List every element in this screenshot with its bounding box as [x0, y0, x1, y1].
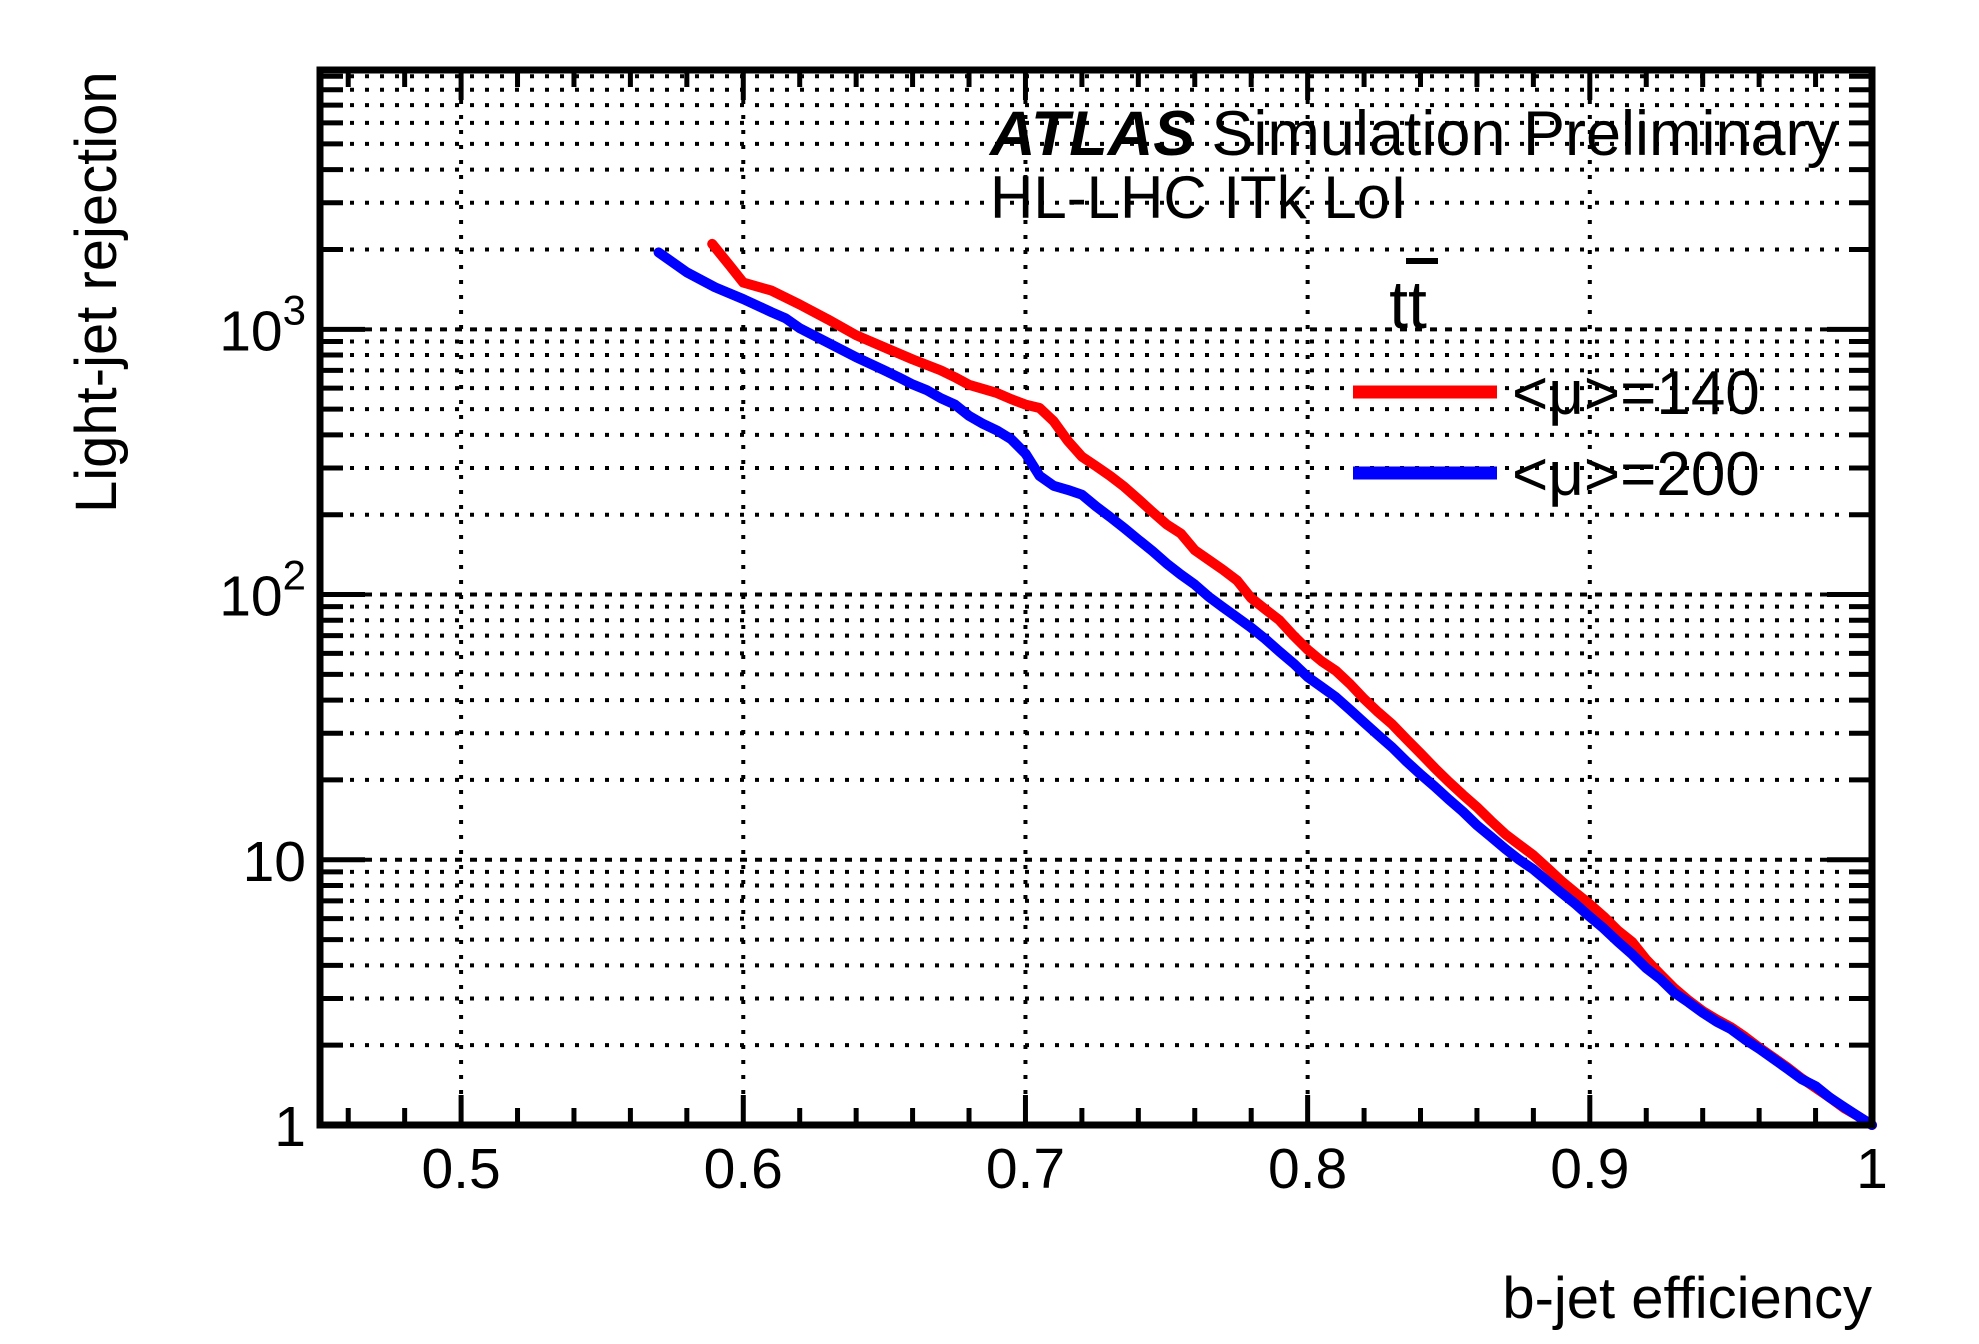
ticks-layer — [320, 70, 1875, 1125]
y-tick-label-1000: 103 — [219, 286, 306, 363]
y-tick-label-100: 102 — [219, 552, 306, 629]
legend-header-ttbar: tt — [1389, 267, 1427, 343]
curves-layer — [653, 238, 1877, 1130]
tick-labels-layer: 0.5 0.6 0.7 0.8 0.9 1 1 10 102 103 — [219, 286, 1888, 1201]
y-axis-title: Light-jet rejection — [64, 71, 129, 513]
simulation-preliminary-text: Simulation Preliminary — [1211, 99, 1838, 169]
plot-frame — [316, 66, 1876, 1129]
atlas-logo-text: ATLAS — [988, 99, 1195, 169]
gridlines-layer — [320, 70, 1872, 1125]
frame-layer — [316, 66, 1876, 1129]
curve-mu200 — [653, 247, 1877, 1130]
x-axis-title: b-jet efficiency — [1502, 1266, 1872, 1331]
legend-layer: <μ>=140 <μ>=200 — [1353, 359, 1760, 509]
legend-label-mu200: <μ>=200 — [1512, 440, 1760, 509]
x-tick-label-0.7: 0.7 — [986, 1137, 1065, 1201]
x-tick-label-0.6: 0.6 — [704, 1137, 783, 1201]
x-tick-label-1: 1 — [1856, 1137, 1888, 1201]
plot-subtitle: HL-LHC ITk LoI — [990, 164, 1407, 231]
x-tick-label-0.8: 0.8 — [1268, 1137, 1347, 1201]
y-tick-label-10: 10 — [243, 830, 306, 894]
legend-label-mu140: <μ>=140 — [1512, 359, 1760, 428]
x-tick-label-0.5: 0.5 — [421, 1137, 500, 1201]
x-tick-label-0.9: 0.9 — [1550, 1137, 1629, 1201]
y-tick-label-1: 1 — [274, 1095, 306, 1159]
plot-title: ATLAS Simulation Preliminary — [988, 99, 1839, 169]
